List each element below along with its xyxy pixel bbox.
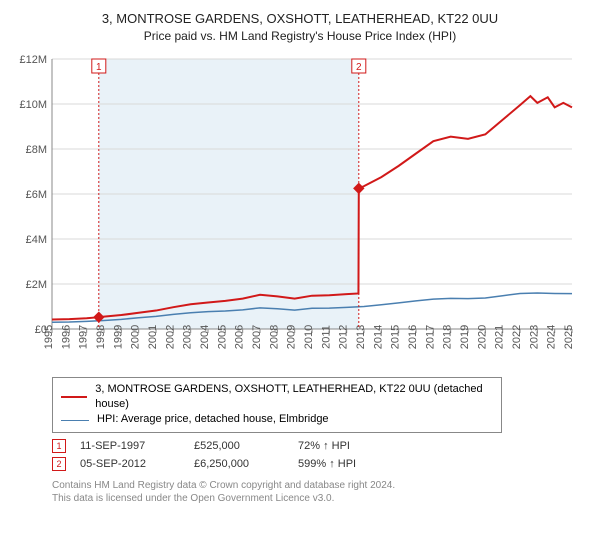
x-tick-label: 2000 xyxy=(130,324,142,348)
y-tick-label: £12M xyxy=(19,54,47,66)
footer-attribution: Contains HM Land Registry data © Crown c… xyxy=(52,479,588,506)
x-tick-label: 2016 xyxy=(407,324,419,348)
x-tick-label: 2013 xyxy=(355,324,367,348)
sale-hpi: 599% ↑ HPI xyxy=(298,458,388,470)
footer-line1: Contains HM Land Registry data © Crown c… xyxy=(52,479,588,493)
x-tick-label: 2017 xyxy=(424,324,436,348)
flag-label-1: 1 xyxy=(96,62,102,73)
y-tick-label: £10M xyxy=(19,99,47,111)
legend-swatch xyxy=(61,420,89,421)
x-tick-label: 2006 xyxy=(234,324,246,348)
x-tick-label: 2011 xyxy=(320,325,332,349)
sale-hpi: 72% ↑ HPI xyxy=(298,440,388,452)
x-tick-label: 2002 xyxy=(164,324,176,348)
x-tick-label: 2018 xyxy=(442,324,454,348)
y-tick-label: £4M xyxy=(26,234,47,246)
x-tick-label: 1997 xyxy=(78,324,90,348)
sale-marker-box: 1 xyxy=(52,439,66,453)
x-tick-label: 2014 xyxy=(372,324,384,348)
x-tick-label: 2007 xyxy=(251,324,263,348)
x-tick-label: 2022 xyxy=(511,324,523,348)
sale-date: 05-SEP-2012 xyxy=(80,458,180,470)
x-tick-label: 2021 xyxy=(494,324,506,348)
x-tick-label: 1999 xyxy=(112,324,124,348)
x-tick-label: 2019 xyxy=(459,324,471,348)
x-tick-label: 2009 xyxy=(286,324,298,348)
x-tick-label: 2004 xyxy=(199,324,211,348)
x-tick-label: 1996 xyxy=(60,324,72,348)
x-tick-label: 2008 xyxy=(268,324,280,348)
sale-marker-box: 2 xyxy=(52,457,66,471)
legend-label: HPI: Average price, detached house, Elmb… xyxy=(97,412,329,427)
x-tick-label: 2001 xyxy=(147,324,159,348)
y-tick-label: £8M xyxy=(26,144,47,156)
x-tick-label: 2010 xyxy=(303,324,315,348)
x-tick-label: 2025 xyxy=(563,324,575,348)
legend-swatch xyxy=(61,396,87,398)
sale-row: 2 05-SEP-2012 £6,250,000 599% ↑ HPI xyxy=(52,457,588,471)
sale-row: 1 11-SEP-1997 £525,000 72% ↑ HPI xyxy=(52,439,588,453)
page-title: 3, MONTROSE GARDENS, OXSHOTT, LEATHERHEA… xyxy=(12,10,588,28)
x-tick-label: 1995 xyxy=(43,324,55,348)
y-tick-label: £2M xyxy=(26,279,47,291)
x-tick-label: 2003 xyxy=(182,324,194,348)
page-subtitle: Price paid vs. HM Land Registry's House … xyxy=(12,29,588,43)
sale-price: £525,000 xyxy=(194,440,284,452)
x-tick-label: 2015 xyxy=(390,324,402,348)
legend: 3, MONTROSE GARDENS, OXSHOTT, LEATHERHEA… xyxy=(52,377,502,433)
chart-area: £0£2M£4M£6M£8M£10M£12M199519961997199819… xyxy=(12,49,588,369)
legend-label: 3, MONTROSE GARDENS, OXSHOTT, LEATHERHEA… xyxy=(95,382,493,413)
footer-line2: This data is licensed under the Open Gov… xyxy=(52,492,588,506)
x-tick-label: 2020 xyxy=(476,324,488,348)
sale-date: 11-SEP-1997 xyxy=(80,440,180,452)
x-tick-label: 1998 xyxy=(95,324,107,348)
x-tick-label: 2005 xyxy=(216,324,228,348)
price-chart: £0£2M£4M£6M£8M£10M£12M199519961997199819… xyxy=(12,49,582,369)
sale-price: £6,250,000 xyxy=(194,458,284,470)
legend-item: 3, MONTROSE GARDENS, OXSHOTT, LEATHERHEA… xyxy=(61,382,493,413)
flag-label-2: 2 xyxy=(356,62,362,73)
x-tick-label: 2012 xyxy=(338,324,350,348)
legend-item: HPI: Average price, detached house, Elmb… xyxy=(61,412,493,427)
x-tick-label: 2023 xyxy=(528,324,540,348)
y-tick-label: £6M xyxy=(26,189,47,201)
x-tick-label: 2024 xyxy=(546,324,558,348)
